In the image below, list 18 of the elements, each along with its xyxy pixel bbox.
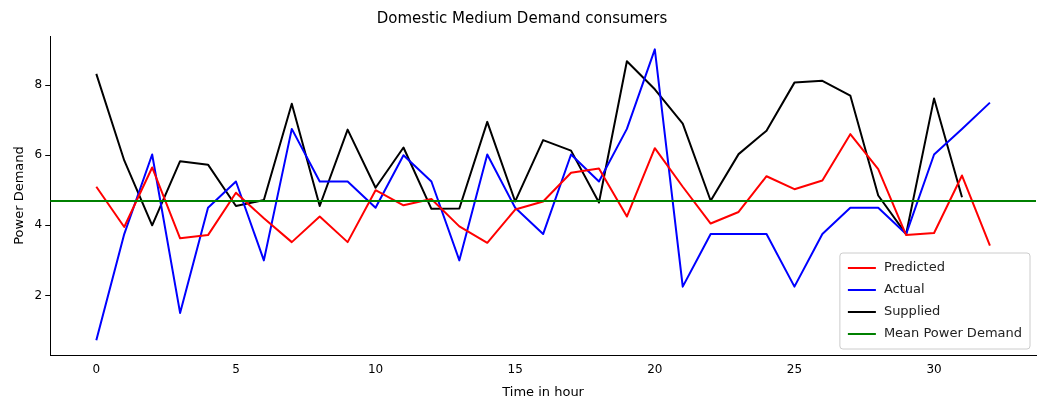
x-tick-label: 10 [367, 362, 384, 377]
x-tick-label: 15 [507, 362, 523, 377]
x-tick-label: 5 [232, 362, 240, 377]
x-tick-label: 25 [786, 362, 803, 377]
y-axis-title: Power Demand [11, 146, 27, 245]
x-tick-label: 30 [926, 362, 942, 377]
x-axis-title: Time in hour [501, 383, 585, 399]
y-tick-label: 6 [34, 147, 43, 162]
y-tick-label: 2 [34, 287, 43, 302]
y-tick-label: 8 [34, 77, 43, 92]
x-tick-label: 20 [647, 362, 663, 377]
x-tick-label: 0 [92, 362, 101, 377]
chart-title: Domestic Medium Demand consumers [376, 8, 668, 27]
legend-label: Mean Power Demand [883, 325, 1023, 341]
legend-label: Actual [883, 281, 925, 297]
legend-label: Predicted [883, 259, 945, 275]
legend-label: Supplied [883, 303, 941, 319]
y-tick-label: 4 [34, 217, 43, 232]
